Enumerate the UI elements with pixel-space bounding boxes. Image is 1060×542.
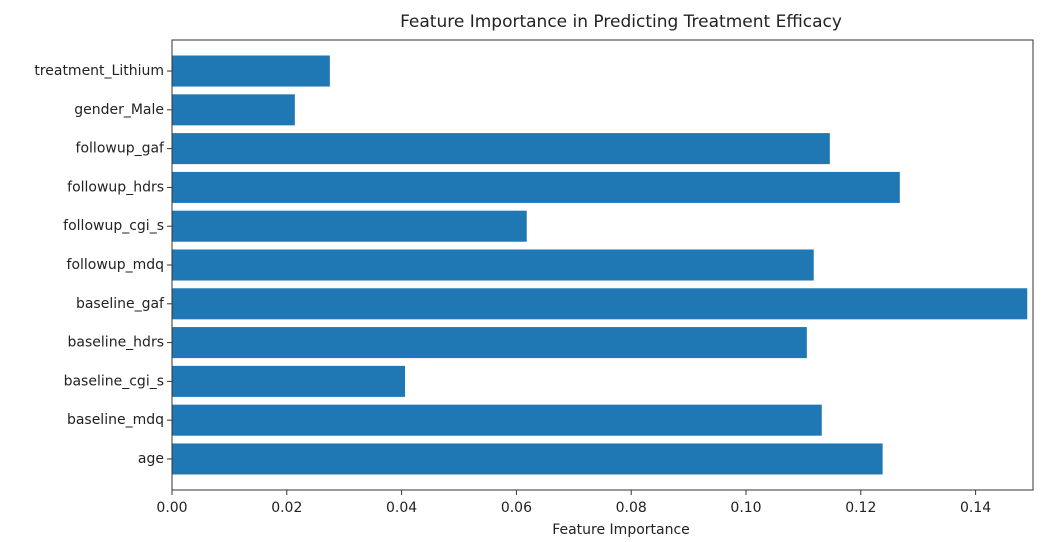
y-tick-label: baseline_gaf bbox=[76, 296, 165, 312]
chart-title: Feature Importance in Predicting Treatme… bbox=[400, 12, 842, 32]
y-tick-label: baseline_cgi_s bbox=[64, 373, 164, 389]
x-tick-label: 0.14 bbox=[960, 500, 991, 516]
bar bbox=[172, 210, 527, 242]
y-tick-label: followup_cgi_s bbox=[63, 218, 164, 234]
x-tick-label: 0.08 bbox=[616, 500, 647, 516]
y-tick-label: gender_Male bbox=[74, 102, 164, 118]
x-tick-label: 0.00 bbox=[156, 500, 187, 516]
bar bbox=[172, 94, 295, 126]
bar bbox=[172, 365, 406, 397]
bar bbox=[172, 327, 807, 359]
bar bbox=[172, 443, 883, 475]
x-tick-label: 0.06 bbox=[501, 500, 532, 516]
bar bbox=[172, 171, 900, 203]
y-tick-label: followup_mdq bbox=[67, 257, 164, 273]
x-tick-label: 0.12 bbox=[845, 500, 876, 516]
plot-frame bbox=[171, 39, 1034, 491]
bar bbox=[172, 404, 822, 436]
x-tick-label: 0.04 bbox=[386, 500, 417, 516]
y-tick-label: treatment_Lithium bbox=[34, 63, 164, 79]
x-axis-label: Feature Importance bbox=[552, 522, 690, 538]
bar bbox=[172, 133, 830, 165]
x-tick-label: 0.02 bbox=[271, 500, 302, 516]
y-tick-label: followup_gaf bbox=[76, 141, 166, 157]
bar bbox=[172, 249, 814, 281]
bar bbox=[172, 288, 1028, 320]
y-tick-label: followup_hdrs bbox=[67, 179, 164, 195]
x-tick-label: 0.10 bbox=[730, 500, 761, 516]
y-tick-label: baseline_hdrs bbox=[68, 335, 164, 351]
bar bbox=[172, 55, 330, 87]
y-tick-label: baseline_mdq bbox=[67, 412, 164, 428]
y-tick-label: age bbox=[138, 451, 164, 467]
